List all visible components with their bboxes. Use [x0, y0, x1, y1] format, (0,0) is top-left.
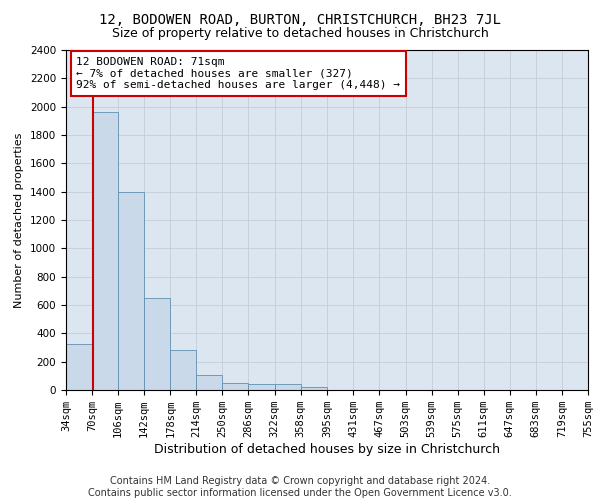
Bar: [196, 375, 223, 390]
Bar: [223, 383, 248, 390]
Y-axis label: Number of detached properties: Number of detached properties: [14, 132, 25, 308]
Text: Contains HM Land Registry data © Crown copyright and database right 2024.
Contai: Contains HM Land Registry data © Crown c…: [88, 476, 512, 498]
Bar: [301, 387, 328, 390]
X-axis label: Distribution of detached houses by size in Christchurch: Distribution of detached houses by size …: [154, 443, 500, 456]
Bar: [170, 350, 196, 390]
Bar: [275, 384, 301, 390]
Text: 12 BODOWEN ROAD: 71sqm
← 7% of detached houses are smaller (327)
92% of semi-det: 12 BODOWEN ROAD: 71sqm ← 7% of detached …: [76, 57, 400, 90]
Bar: [92, 112, 118, 390]
Bar: [248, 384, 275, 390]
Bar: [144, 298, 170, 390]
Text: 12, BODOWEN ROAD, BURTON, CHRISTCHURCH, BH23 7JL: 12, BODOWEN ROAD, BURTON, CHRISTCHURCH, …: [99, 12, 501, 26]
Text: Size of property relative to detached houses in Christchurch: Size of property relative to detached ho…: [112, 28, 488, 40]
Bar: [118, 192, 144, 390]
Bar: [66, 344, 92, 390]
